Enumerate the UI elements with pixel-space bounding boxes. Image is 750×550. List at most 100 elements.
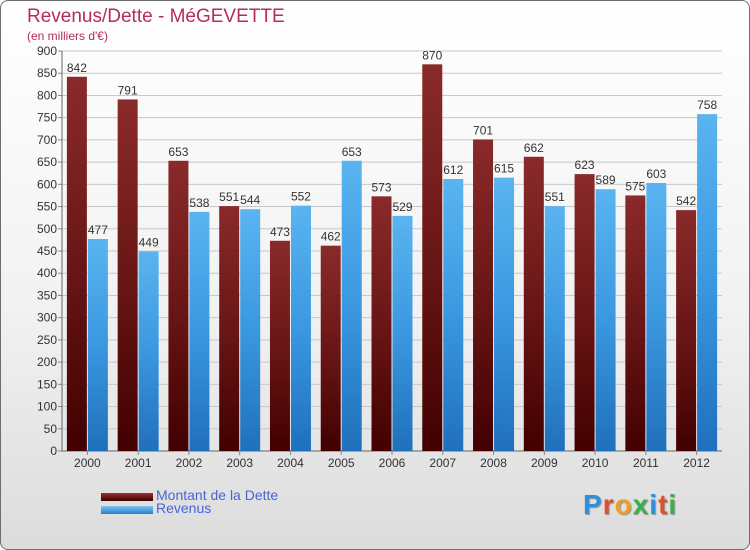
x-tick-label: 2002: [176, 456, 203, 470]
bar-dette: [117, 99, 138, 451]
y-tick-label: 900: [37, 44, 57, 58]
bar-revenus: [494, 177, 515, 451]
logo-letter: r: [602, 489, 615, 520]
data-label-dette: 662: [524, 141, 544, 155]
x-tick-label: 2001: [125, 456, 152, 470]
bar-dette: [371, 196, 392, 451]
data-label-revenus: 612: [443, 163, 463, 177]
logo-letter: P: [583, 489, 603, 520]
y-tick-label: 50: [44, 422, 58, 436]
y-tick-label: 200: [37, 355, 57, 369]
data-label-revenus: 758: [697, 98, 717, 112]
x-tick-label: 2007: [429, 456, 456, 470]
y-tick-label: 750: [37, 111, 57, 125]
bar-dette: [676, 210, 697, 451]
data-label-dette: 573: [371, 180, 391, 194]
bar-revenus: [646, 183, 667, 451]
data-label-revenus: 529: [392, 200, 412, 214]
data-label-revenus: 477: [88, 223, 108, 237]
y-tick-label: 300: [37, 311, 57, 325]
data-label-dette: 575: [625, 179, 645, 193]
bar-dette: [168, 160, 189, 451]
y-tick-label: 600: [37, 177, 57, 191]
chart-subtitle: (en milliers d'€): [27, 29, 108, 43]
bar-revenus: [290, 205, 311, 451]
bar-revenus: [341, 160, 362, 451]
x-tick-label: 2006: [379, 456, 406, 470]
data-label-revenus: 589: [596, 173, 616, 187]
bar-dette: [473, 139, 494, 451]
legend-label-revenus: Revenus: [156, 500, 212, 516]
bar-dette: [574, 174, 595, 451]
x-tick-label: 2011: [633, 456, 659, 470]
bar-revenus: [189, 211, 210, 451]
y-tick-label: 650: [37, 155, 57, 169]
bar-dette: [269, 240, 290, 451]
bar-revenus: [240, 209, 261, 451]
bar-dette: [219, 206, 240, 451]
y-tick-label: 0: [50, 444, 57, 458]
y-tick-label: 400: [37, 266, 57, 280]
legend-label-dette: Montant de la Dette: [156, 487, 279, 503]
bar-revenus: [392, 215, 413, 451]
y-tick-label: 150: [37, 377, 57, 391]
bar-revenus: [595, 189, 616, 451]
y-tick-label: 550: [37, 200, 57, 214]
data-label-dette: 653: [168, 145, 188, 159]
data-label-revenus: 551: [545, 190, 565, 204]
bar-revenus: [544, 206, 565, 451]
bar-dette: [625, 195, 646, 451]
data-label-dette: 623: [575, 158, 595, 172]
data-label-revenus: 538: [189, 196, 209, 210]
data-label-revenus: 603: [646, 167, 666, 181]
x-tick-label: 2003: [226, 456, 253, 470]
logo-letter: o: [614, 489, 633, 520]
data-label-dette: 462: [321, 230, 341, 244]
y-tick-label: 850: [37, 66, 57, 80]
bar-revenus: [443, 179, 464, 451]
y-tick-label: 350: [37, 288, 57, 302]
data-label-dette: 542: [676, 194, 696, 208]
bar-revenus: [138, 251, 159, 451]
y-tick-label: 250: [37, 333, 57, 347]
x-tick-label: 2010: [582, 456, 609, 470]
x-tick-label: 2012: [683, 456, 710, 470]
bar-dette: [320, 245, 341, 451]
data-label-revenus: 552: [291, 190, 311, 204]
x-tick-label: 2008: [480, 456, 507, 470]
bar-dette: [66, 76, 87, 452]
data-label-dette: 701: [473, 123, 493, 137]
data-label-dette: 473: [270, 225, 290, 239]
data-label-revenus: 653: [342, 145, 362, 159]
data-label-revenus: 449: [139, 235, 159, 249]
logo-letter: x: [632, 489, 650, 520]
bar-revenus: [697, 114, 718, 451]
x-tick-label: 2009: [531, 456, 558, 470]
data-label-dette: 870: [422, 48, 442, 62]
data-label-dette: 842: [67, 61, 87, 75]
bar-dette: [422, 64, 443, 452]
logo-letter: t: [658, 489, 669, 520]
logo-letter: i: [649, 489, 659, 520]
legend-swatch-revenus: [101, 506, 153, 514]
y-tick-label: 500: [37, 222, 57, 236]
x-tick-label: 2005: [328, 456, 355, 470]
y-tick-label: 100: [37, 400, 57, 414]
data-label-dette: 551: [219, 190, 239, 204]
legend-swatch-dette: [101, 493, 153, 501]
chart-title: Revenus/Dette - MéGEVETTE: [27, 6, 285, 27]
data-label-revenus: 615: [494, 162, 514, 176]
bar-revenus: [87, 239, 108, 451]
logo-letter: i: [668, 489, 678, 520]
proxiti-logo: Proxiti: [583, 489, 677, 521]
x-tick-label: 2004: [277, 456, 304, 470]
y-tick-label: 800: [37, 88, 57, 102]
bar-dette: [523, 156, 544, 451]
x-tick-label: 2000: [74, 456, 101, 470]
data-label-dette: 791: [118, 83, 138, 97]
y-tick-label: 700: [37, 133, 57, 147]
y-tick-label: 450: [37, 244, 57, 258]
data-label-revenus: 544: [240, 193, 260, 207]
